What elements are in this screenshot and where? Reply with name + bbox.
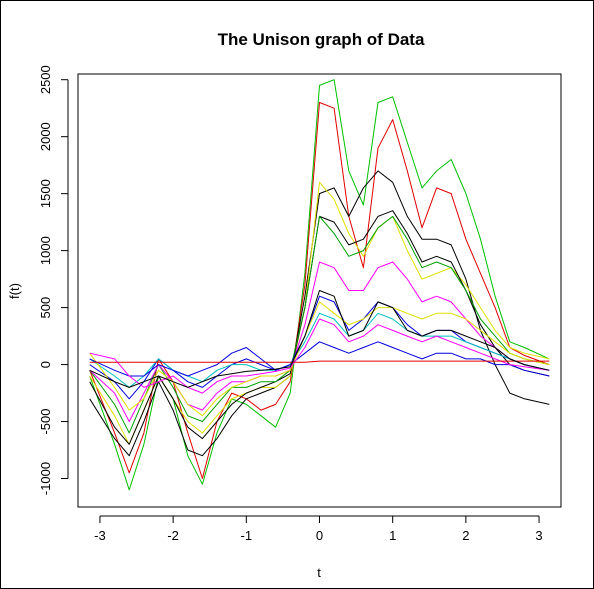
series-line-5 [89,210,550,445]
series-line-11 [89,341,550,377]
x-tick-label: 3 [535,528,542,543]
x-tick-label: -2 [167,528,179,543]
y-tick-label: 0 [38,361,53,368]
x-tick-label: 1 [389,528,396,543]
y-tick-label: 2000 [38,122,53,151]
series-line-12 [89,318,550,394]
x-tick-label: -1 [241,528,253,543]
y-tick-label: 2500 [38,65,53,94]
y-tick-label: 500 [38,297,53,319]
y-tick-label: -1000 [38,462,53,495]
chart-title: The Unison graph of Data [218,30,425,49]
x-axis-label: t [317,565,321,580]
series-line-1 [89,79,550,491]
series-line-13 [89,360,550,363]
x-tick-label: -3 [94,528,106,543]
series-line-6 [89,215,550,434]
series-layer [89,79,550,491]
series-line-14 [89,290,550,388]
x-tick-label: 2 [462,528,469,543]
x-tick-label: 0 [316,528,323,543]
y-tick-label: -500 [38,409,53,435]
series-line-3 [89,170,550,457]
plot-box [77,73,562,508]
y-tick-label: 1000 [38,236,53,265]
x-axis: -3 -2 -1 0 1 2 3 [94,515,543,543]
y-tick-label: 1500 [38,179,53,208]
y-axis-label: f(t) [7,283,22,299]
y-axis: -1000 -500 0 500 1000 1500 2000 2500 [38,65,69,495]
